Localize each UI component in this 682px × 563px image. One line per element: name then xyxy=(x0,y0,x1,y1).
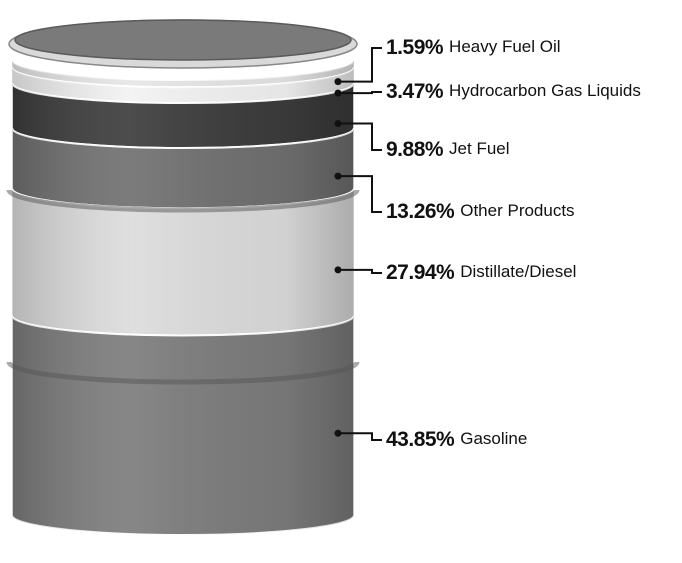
category-label: Other Products xyxy=(460,201,574,220)
value-label: 9.88% xyxy=(386,138,444,161)
value-label: 1.59% xyxy=(386,36,444,59)
data-label: 1.59% Heavy Fuel Oil xyxy=(386,36,561,59)
leader-line xyxy=(338,92,382,93)
category-label: Heavy Fuel Oil xyxy=(449,37,560,56)
barrel-segments xyxy=(9,60,357,535)
labels: 1.59% Heavy Fuel Oil 3.47% Hydrocarbon Gas … xyxy=(335,36,641,451)
barrel-lid xyxy=(15,20,351,60)
data-label: 9.88% Jet Fuel xyxy=(386,138,510,161)
value-label: 13.26% xyxy=(386,200,455,223)
category-label: Distillate/Diesel xyxy=(460,262,576,281)
value-label: 27.94% xyxy=(386,261,455,284)
data-label: 27.94% Distillate/Diesel xyxy=(386,261,576,284)
data-label: 43.85% Gasoline xyxy=(386,428,527,451)
barrel-decoration xyxy=(9,20,357,68)
segment-shade xyxy=(12,315,354,535)
category-label: Gasoline xyxy=(460,429,527,448)
value-label: 43.85% xyxy=(386,428,455,451)
value-label: 3.47% xyxy=(386,80,444,103)
data-label: 13.26% Other Products xyxy=(386,200,575,223)
data-label: 3.47% Hydrocarbon Gas Liquids xyxy=(386,80,641,103)
chart: 1.59% Heavy Fuel Oil 3.47% Hydrocarbon Gas … xyxy=(0,0,682,563)
category-label: Hydrocarbon Gas Liquids xyxy=(449,81,641,100)
category-label: Jet Fuel xyxy=(449,139,509,158)
